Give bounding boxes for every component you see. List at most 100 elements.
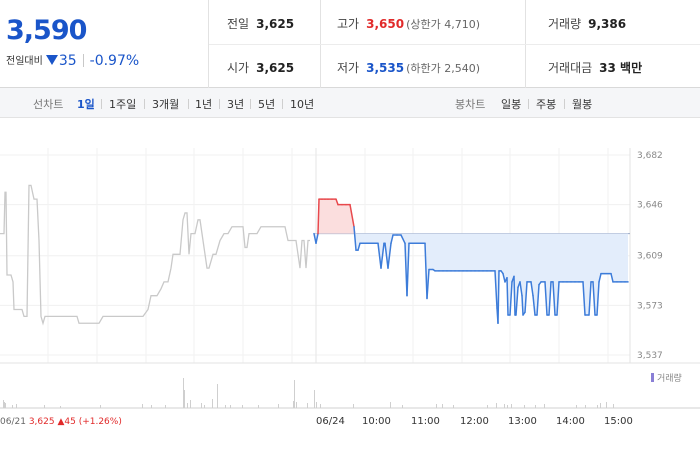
series-today-segment <box>377 242 382 269</box>
series-today-segment <box>387 242 392 269</box>
y-tick-label: 3,537 <box>637 351 663 361</box>
volume-bar <box>402 405 403 408</box>
volume-bar <box>524 405 525 408</box>
tab-10year[interactable]: 10년 <box>290 98 315 111</box>
tab-3year[interactable]: 3년 <box>227 98 245 111</box>
tab-5year[interactable]: 5년 <box>258 98 276 111</box>
x-tick-label: 11:00 <box>411 416 440 427</box>
volume-bar <box>12 405 13 408</box>
candle-chart-label: 봉차트 <box>455 98 486 111</box>
tab-daily[interactable]: 일봉 <box>501 98 522 111</box>
volume-bar <box>511 404 512 408</box>
volume-bar <box>151 405 152 408</box>
tab-1day[interactable]: 1일 <box>77 98 95 111</box>
stat-value: 33 백만 <box>599 61 643 75</box>
y-tick-label: 3,609 <box>637 252 663 262</box>
series-today-segment <box>513 275 516 316</box>
tab-separator <box>144 99 145 109</box>
volume-bar <box>316 402 317 408</box>
tab-weekly[interactable]: 주봉 <box>536 98 557 111</box>
series-today-segment <box>592 281 596 316</box>
volume-bar <box>190 400 191 408</box>
volume-bar <box>453 405 454 408</box>
volume-bar <box>544 404 545 408</box>
volume-bar <box>184 390 185 408</box>
series-today-segment <box>384 242 389 269</box>
series-today-segment <box>588 281 592 316</box>
series-today-segment <box>596 281 600 316</box>
x-tick-label: 13:00 <box>508 416 537 427</box>
volume-bar <box>507 405 508 408</box>
volume-bar <box>442 404 443 408</box>
stat-column-3: 거래량 9,386 거래대금 33 백만 <box>526 0 700 88</box>
stat-column-2: 고가 3,650 (상한가 4,710) 저가 3,535 (하한가 2,540) <box>321 0 526 88</box>
series-today-segment <box>497 270 500 325</box>
volume-bar <box>60 406 61 408</box>
x-tick-label: 10:00 <box>362 416 391 427</box>
stat-prev-close: 전일 3,625 <box>227 15 294 59</box>
series-today-segment <box>406 242 410 297</box>
series-today-segment <box>548 281 552 316</box>
series-today-segment <box>515 286 519 316</box>
volume-bar <box>294 380 295 408</box>
volume-bar <box>212 399 213 408</box>
price-box: 3,590 전일대비 35 -0.97% <box>0 0 209 88</box>
volume-bar <box>293 401 294 408</box>
tab-monthly[interactable]: 월봉 <box>572 98 593 111</box>
volume-bar <box>278 404 279 408</box>
stat-value: 3,535 <box>366 61 405 75</box>
chart-area[interactable]: 3,682 3,646 3,609 3,573 3,537 06/21 06/24 10:0… <box>0 118 700 450</box>
change-row: 전일대비 35 -0.97% <box>6 52 139 69</box>
series-today-segment <box>400 234 406 245</box>
stat-label: 거래대금 <box>548 61 593 75</box>
stat-label: 시가 <box>227 61 250 75</box>
volume-bar <box>496 403 497 408</box>
series-today-segment <box>390 234 394 245</box>
tab-separator <box>282 99 283 109</box>
prev-day-price: 3,625 <box>29 417 58 427</box>
change-label: 전일대비 <box>6 56 43 67</box>
volume-legend-swatch <box>651 373 654 382</box>
tab-1year[interactable]: 1년 <box>195 98 213 111</box>
volume-bar <box>183 378 184 408</box>
volume-legend-label: 거래량 <box>657 372 682 384</box>
series-today-segment <box>357 242 361 251</box>
volume-bar <box>314 390 315 408</box>
change-percent: -0.97% <box>89 53 140 69</box>
series-today-segment <box>509 281 513 316</box>
series-today-segment <box>380 242 385 269</box>
series-today-segment <box>424 242 428 300</box>
volume-bar <box>576 405 577 408</box>
series-today-segment <box>506 277 509 316</box>
stat-high: 고가 3,650 (상한가 4,710) <box>337 15 480 59</box>
volume-bar <box>613 404 614 408</box>
price-chart[interactable]: 3,682 3,646 3,609 3,573 3,537 06/21 06/24 10:0… <box>0 118 700 450</box>
volume-bar <box>201 403 202 408</box>
stat-label: 거래량 <box>548 17 582 31</box>
series-today-segment <box>532 294 536 316</box>
down-triangle-icon <box>45 55 58 65</box>
y-tick-label: 3,682 <box>637 151 663 161</box>
volume-bar <box>165 405 166 408</box>
line-chart-label: 선차트 <box>33 98 64 111</box>
volume-bar <box>353 404 354 408</box>
tab-1week[interactable]: 1주일 <box>109 98 137 111</box>
tab-3month[interactable]: 3개월 <box>152 98 180 111</box>
volume-bar <box>600 403 601 408</box>
tab-separator <box>250 99 251 109</box>
volume-bar <box>230 405 231 408</box>
volume-bar <box>16 404 17 408</box>
series-today-segment <box>610 272 614 283</box>
volume-bar <box>3 400 4 408</box>
y-tick-label: 3,573 <box>637 301 663 311</box>
series-today-segment <box>494 270 498 309</box>
tab-separator <box>219 99 220 109</box>
series-today-segment <box>598 272 602 283</box>
volume-bar <box>597 405 598 408</box>
stat-volume: 거래량 9,386 <box>548 15 626 59</box>
series-today-segment <box>353 225 357 251</box>
stat-value: 3,625 <box>256 17 295 31</box>
series-today-segment <box>317 198 320 235</box>
volume-bar <box>225 405 226 408</box>
area-above-reference <box>314 199 628 234</box>
